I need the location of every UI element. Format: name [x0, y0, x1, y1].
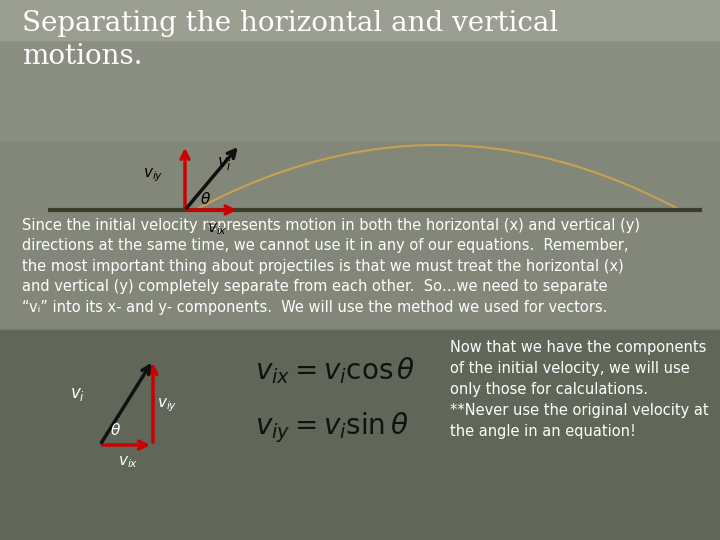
Text: $v_{ix}$: $v_{ix}$ [207, 221, 228, 237]
Text: Now that we have the components
of the initial velocity, we will use
only those : Now that we have the components of the i… [450, 340, 708, 439]
Text: Since the initial velocity represents motion in both the horizontal (x) and vert: Since the initial velocity represents mo… [22, 218, 640, 315]
Bar [0, 0, 720, 330]
Text: $v_i$: $v_i$ [70, 386, 85, 403]
Bar [0, 0, 720, 140]
Text: Separating the horizontal and vertical
motions.: Separating the horizontal and vertical m… [22, 10, 558, 70]
Text: $v_{ix} = v_i \cos\theta$: $v_{ix} = v_i \cos\theta$ [255, 355, 415, 386]
Text: $v_{iy} = v_i \sin\theta$: $v_{iy} = v_i \sin\theta$ [255, 410, 408, 444]
Text: $v_{iy}$: $v_{iy}$ [157, 396, 177, 414]
Bar [0, 0, 720, 40]
Text: $\theta$: $\theta$ [200, 191, 211, 207]
Bar [0, 330, 720, 540]
Text: $v_{iy}$: $v_{iy}$ [143, 166, 163, 184]
Text: $\theta$: $\theta$ [110, 422, 121, 438]
Text: $v_i$: $v_i$ [217, 154, 233, 172]
Text: $v_{ix}$: $v_{ix}$ [119, 454, 139, 470]
